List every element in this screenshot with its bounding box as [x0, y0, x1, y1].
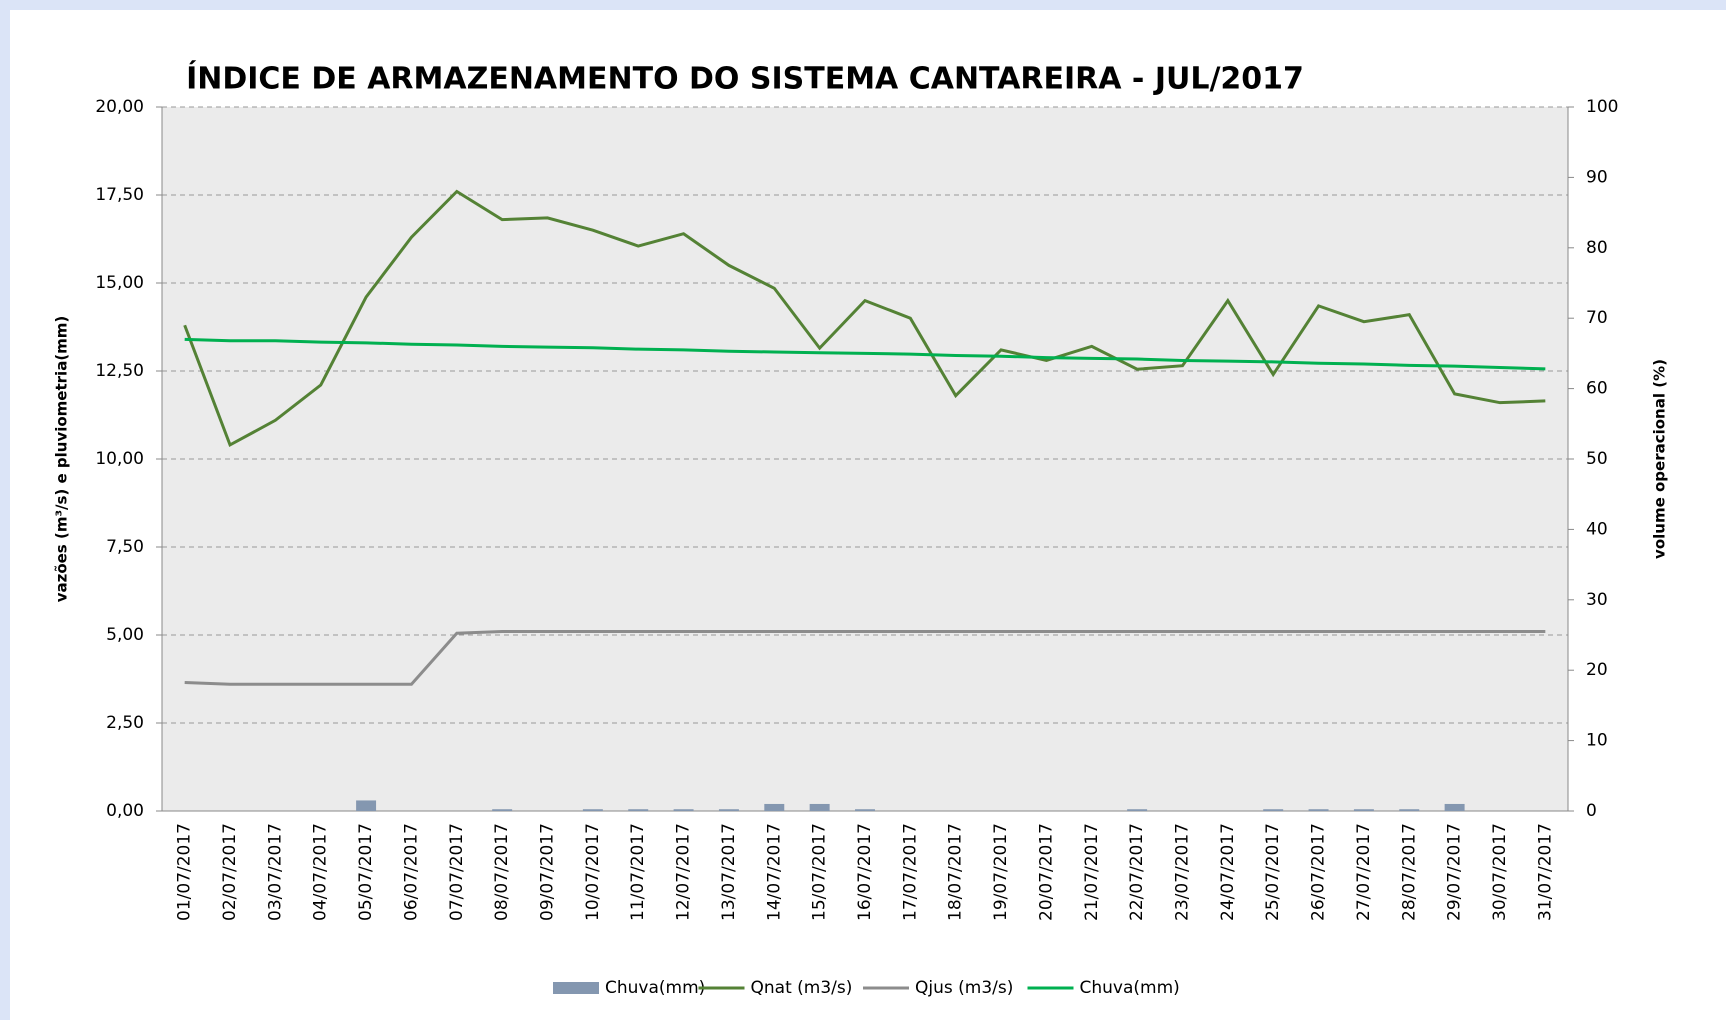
bar	[582, 809, 603, 811]
y-tick-label: 17,50	[95, 185, 144, 205]
x-tick-label: 28/07/2017	[1399, 823, 1419, 921]
bar	[1308, 809, 1329, 811]
x-tick-label: 11/07/2017	[628, 823, 648, 921]
bar	[1444, 803, 1465, 811]
x-tick-label: 07/07/2017	[447, 823, 467, 921]
line	[184, 629, 1546, 686]
bar	[1263, 809, 1284, 811]
chart-title: ÍNDICE DE ARMAZENAMENTO DO SISTEMA CANTA…	[186, 61, 1304, 97]
x-tick-label: 24/07/2017	[1218, 823, 1238, 921]
y-tick-label: 5,00	[106, 625, 144, 645]
x-tick-label: 31/07/2017	[1535, 823, 1555, 921]
y-tick-label: 2,50	[106, 713, 144, 733]
x-tick-label: 19/07/2017	[991, 823, 1011, 921]
x-tick-label: 04/07/2017	[311, 823, 331, 921]
x-tick-label: 21/07/2017	[1082, 823, 1102, 921]
x-tick-label: 09/07/2017	[538, 823, 558, 921]
y-tick-label: 20,00	[95, 97, 144, 117]
y2-tick-label: 50	[1586, 449, 1608, 469]
x-tick-label: 17/07/2017	[900, 823, 920, 921]
x-tick-label: 08/07/2017	[492, 823, 512, 921]
y-tick-label: 10,00	[95, 449, 144, 469]
y2-tick-label: 100	[1586, 97, 1618, 117]
x-tick-label: 12/07/2017	[674, 823, 694, 921]
y2-axis-title: volume operacional (%)	[1651, 359, 1669, 559]
x-tick-label: 06/07/2017	[401, 823, 421, 921]
y2-tick-label: 10	[1586, 731, 1608, 751]
y-tick-label: 7,50	[106, 537, 144, 557]
line	[184, 337, 1546, 371]
bar	[764, 803, 785, 811]
y-tick-label: 12,50	[95, 361, 144, 381]
bar	[673, 809, 694, 811]
y2-tick-label: 90	[1586, 167, 1608, 187]
x-tick-label: 22/07/2017	[1127, 823, 1147, 921]
x-tick-label: 29/07/2017	[1445, 823, 1465, 921]
y2-tick-label: 0	[1586, 801, 1597, 821]
bar	[356, 800, 377, 811]
y2-tick-label: 80	[1586, 238, 1608, 258]
x-tick-label: 23/07/2017	[1172, 823, 1192, 921]
bar	[718, 809, 739, 811]
x-tick-label: 02/07/2017	[220, 823, 240, 921]
legend-label: Qjus (m3/s)	[915, 978, 1013, 998]
x-tick-label: 05/07/2017	[356, 823, 376, 921]
bar	[1127, 809, 1148, 811]
y-tick-label: 15,00	[95, 273, 144, 293]
x-tick-label: 25/07/2017	[1263, 823, 1283, 921]
x-tick-label: 16/07/2017	[855, 823, 875, 921]
x-tick-label: 20/07/2017	[1036, 823, 1056, 921]
x-tick-label: 30/07/2017	[1490, 823, 1510, 921]
x-tick-label: 10/07/2017	[583, 823, 603, 921]
bar	[628, 809, 649, 811]
legend-swatch	[553, 982, 599, 994]
x-tick-label: 26/07/2017	[1309, 823, 1329, 921]
bar	[1399, 809, 1420, 811]
legend-label: Qnat (m3/s)	[751, 978, 853, 998]
x-tick-label: 13/07/2017	[719, 823, 739, 921]
x-tick-label: 03/07/2017	[265, 823, 285, 921]
y2-tick-label: 60	[1586, 379, 1608, 399]
x-tick-label: 18/07/2017	[946, 823, 966, 921]
bar	[1353, 809, 1374, 811]
bar	[855, 809, 875, 811]
x-tick-label: 14/07/2017	[764, 823, 784, 921]
bar	[492, 809, 513, 811]
line	[183, 189, 1546, 448]
x-tick-label: 01/07/2017	[175, 823, 195, 921]
y-tick-label: 0,00	[106, 801, 144, 821]
y2-tick-label: 30	[1586, 590, 1608, 610]
y2-tick-label: 40	[1586, 519, 1608, 539]
y2-tick-label: 70	[1586, 308, 1608, 328]
y2-tick-label: 20	[1586, 660, 1608, 680]
x-tick-label: 15/07/2017	[810, 823, 830, 921]
legend-label: Chuva(mm)	[1080, 978, 1180, 998]
y-axis-title: vazões (m³/s) e pluviometria(mm)	[53, 316, 71, 603]
bar	[809, 803, 830, 811]
x-tick-label: 27/07/2017	[1354, 823, 1374, 921]
legend-label: Chuva(mm)	[605, 978, 705, 998]
